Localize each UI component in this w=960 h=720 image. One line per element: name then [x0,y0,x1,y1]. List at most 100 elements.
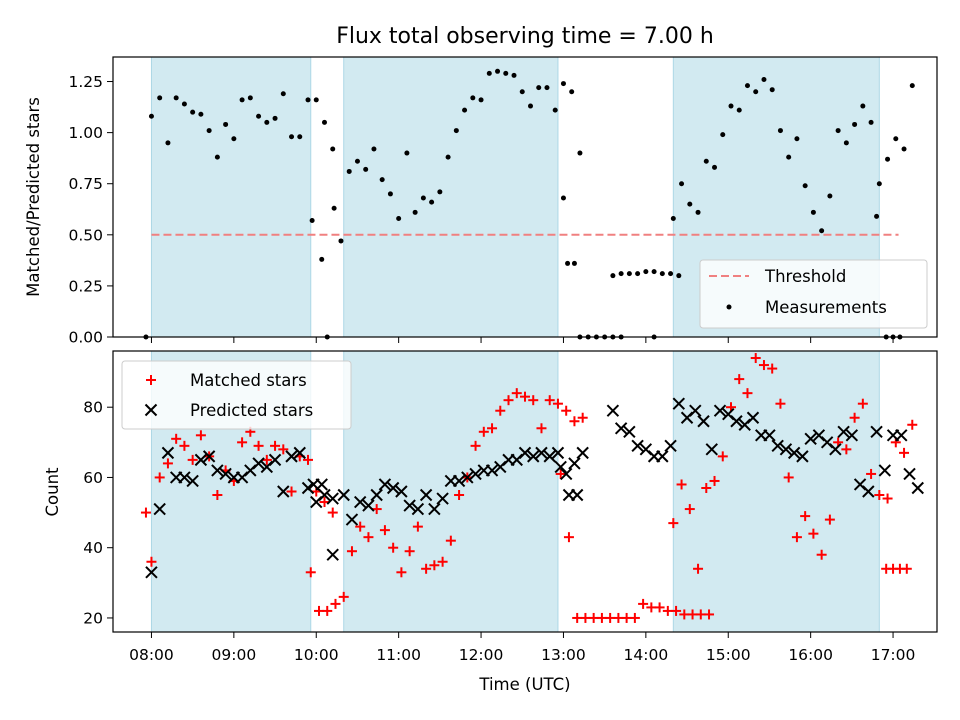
x-tick-label: 11:00 [376,646,421,664]
predicted-star-point [656,450,669,463]
measurement-point [429,199,435,205]
measurement-point [519,89,525,95]
y-tick-label: 20 [83,609,103,627]
predicted-star-point [878,464,892,477]
predicted-star-point [395,485,408,498]
matched-star-point [569,416,580,427]
predicted-star-point [202,450,216,463]
matched-star-point [874,490,885,501]
predicted-star-point [378,478,392,491]
matched-star-point [693,563,704,574]
bottom-legend: Matched stars Predicted stars [121,360,352,430]
predicted-star-point [697,415,710,428]
matched-star-point [437,556,448,567]
y-tick-label: 1.25 [68,73,103,91]
predicted-star-point [713,404,727,417]
measurement-point [173,95,179,101]
measurement-point [794,136,800,142]
measurement-point [626,271,632,277]
matched-star-point [709,475,720,486]
measurement-point [560,195,566,201]
measurement-point [874,213,880,219]
measurement-point [668,271,674,277]
measurement-point [486,70,492,76]
matched-star-point [278,444,289,455]
predicted-star-point [211,464,224,477]
y-tick-label: 60 [83,469,103,487]
matched-star-point [487,423,498,434]
measurement-point [495,68,501,74]
x-tick-label: 16:00 [788,646,833,664]
x-tick-label: 12:00 [459,646,504,664]
measurement-point [736,107,742,113]
observing-window [673,351,880,632]
matched-star-point [717,451,728,462]
matched-star-point [363,532,374,543]
matched-star-point [544,395,555,406]
matched-star-point [577,412,588,423]
measurement-point [412,209,418,215]
measurement-point [289,134,295,140]
matched-star-point [445,535,456,546]
x-tick-label: 17:00 [871,646,916,664]
predicted-star-point [145,566,158,579]
measurement-point [256,113,262,119]
predicted-star-point [664,439,677,453]
measurement-point [198,111,204,117]
x-tick-label: 14:00 [624,646,669,664]
predicted-star-point [386,481,400,495]
matched-star-point [528,395,539,406]
matched-star-point [704,609,715,620]
measurement-point [552,107,558,113]
matched-star-point [866,468,877,479]
matched-star-point [824,514,835,525]
predicted-star-point [576,446,589,460]
predicted-star-point [461,471,474,484]
matched-star-point [511,388,522,399]
matched-star-point [454,490,465,501]
measurement-point [544,85,550,91]
matched-star-point [379,525,390,536]
legend-predicted-swatch [144,403,158,417]
measurement-point [181,101,187,107]
measurement-point [264,119,270,125]
predicted-star-point [568,457,581,470]
matched-star-point [503,395,514,406]
matched-star-point [791,532,802,543]
measurement-point [387,191,393,197]
matched-star-point [212,490,223,501]
measurement-point [901,146,907,152]
matched-star-point [684,504,695,515]
matched-star-point [734,374,745,385]
predicted-star-point [554,460,567,474]
measurement-point [728,103,734,109]
y-tick-label: 0.50 [68,226,103,244]
measurement-point [470,95,476,101]
predicted-star-point [362,499,375,512]
matched-star-point [536,423,547,434]
predicted-star-point [178,471,191,484]
measurement-point [437,189,443,195]
predicted-star-point [252,457,265,470]
matched-star-point [907,419,918,430]
matched-star-point [140,507,151,518]
measurement-point [214,154,220,160]
measurement-point [354,158,360,164]
measurement-point [396,215,402,221]
matched-star-point [412,521,423,532]
matched-star-point [701,482,712,493]
predicted-star-point [419,488,433,502]
matched-star-point [179,440,190,451]
matched-star-point [195,430,206,441]
matched-star-point [322,605,333,616]
measurement-point [670,215,676,221]
measurement-point [835,128,841,134]
measurement-point [560,81,566,87]
predicted-star-point [403,499,416,512]
matched-star-point [330,598,341,609]
y-tick-label: 0.00 [68,329,103,347]
predicted-star-point [452,474,466,488]
measurement-point [330,146,336,152]
predicted-star-point [870,425,883,438]
bottom-axes-frame [112,350,938,633]
